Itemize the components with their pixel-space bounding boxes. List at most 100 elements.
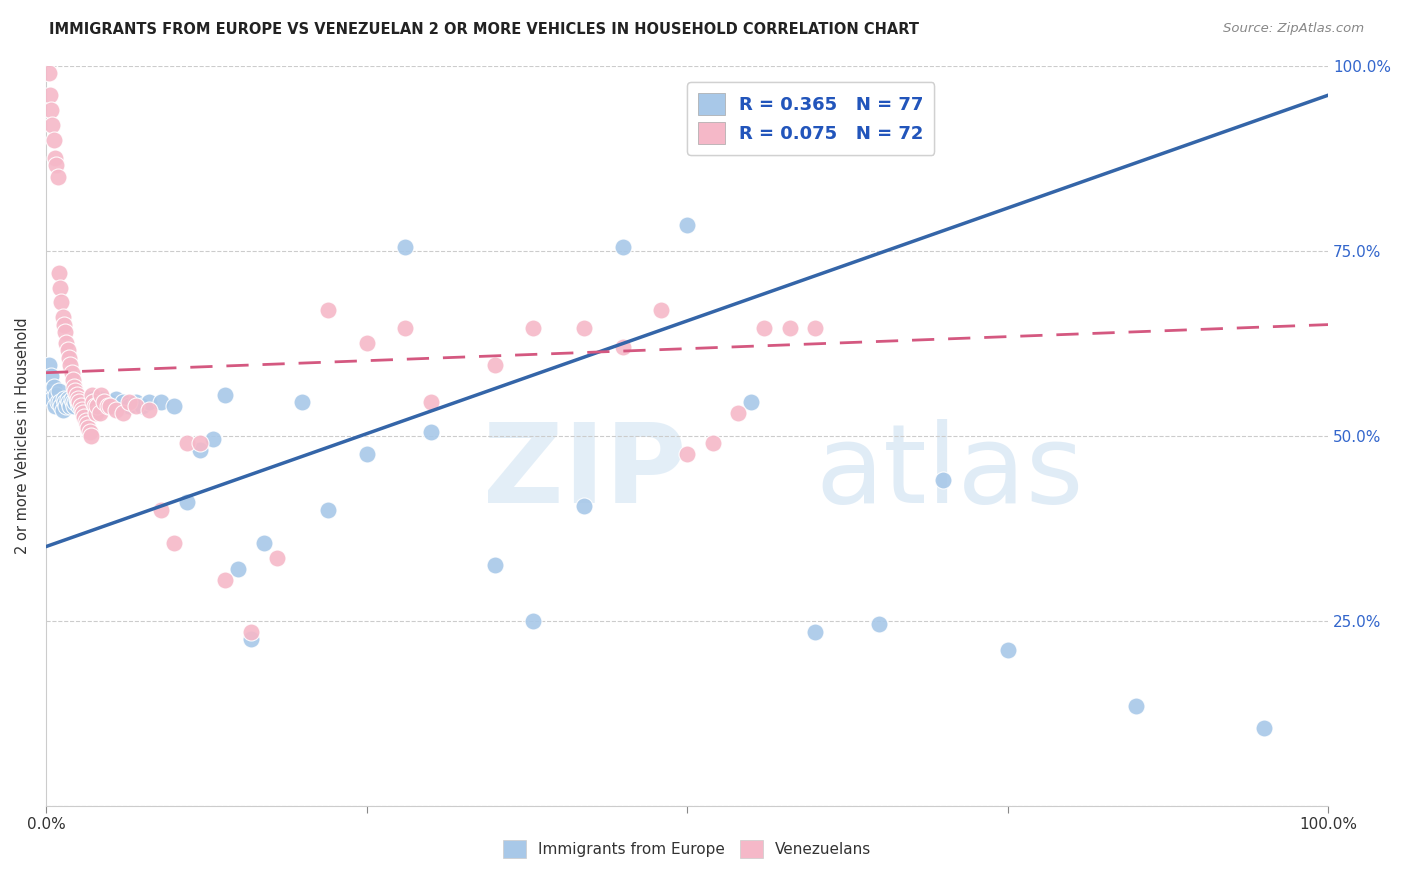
Point	[574, 499, 596, 513]
Text: IMMIGRANTS FROM EUROPE VS VENEZUELAN 2 OR MORE VEHICLES IN HOUSEHOLD CORRELATION: IMMIGRANTS FROM EUROPE VS VENEZUELAN 2 O…	[49, 22, 920, 37]
Point	[997, 643, 1019, 657]
Point	[727, 406, 749, 420]
Point	[804, 321, 827, 335]
Legend: R = 0.365   N = 77, R = 0.075   N = 72: R = 0.365 N = 77, R = 0.075 N = 72	[688, 82, 935, 155]
Point	[105, 392, 128, 406]
Point	[38, 359, 60, 373]
Point	[62, 373, 84, 387]
Point	[522, 321, 544, 335]
Point	[93, 395, 115, 409]
Point	[73, 395, 96, 409]
Point	[676, 447, 699, 461]
Point	[82, 388, 104, 402]
Point	[83, 399, 105, 413]
Point	[82, 395, 104, 409]
Point	[42, 133, 65, 147]
Point	[188, 436, 211, 450]
Point	[98, 399, 121, 413]
Point	[53, 325, 76, 339]
Point	[67, 399, 90, 413]
Point	[676, 218, 699, 232]
Point	[84, 406, 107, 420]
Point	[86, 399, 108, 413]
Point	[67, 395, 90, 409]
Point	[45, 159, 67, 173]
Point	[66, 388, 89, 402]
Point	[62, 395, 84, 409]
Point	[52, 318, 75, 332]
Point	[72, 406, 94, 420]
Point	[73, 410, 96, 425]
Point	[55, 336, 77, 351]
Point	[188, 443, 211, 458]
Point	[176, 436, 198, 450]
Point	[240, 632, 263, 646]
Point	[804, 624, 827, 639]
Point	[53, 395, 76, 409]
Point	[38, 384, 60, 399]
Point	[55, 399, 77, 413]
Y-axis label: 2 or more Vehicles in Household: 2 or more Vehicles in Household	[15, 318, 30, 554]
Point	[48, 266, 70, 280]
Point	[66, 392, 89, 406]
Point	[118, 395, 141, 409]
Point	[150, 502, 173, 516]
Point	[38, 66, 60, 80]
Point	[66, 395, 89, 409]
Point	[89, 399, 111, 413]
Point	[82, 392, 104, 406]
Point	[93, 395, 115, 409]
Point	[201, 432, 224, 446]
Point	[90, 392, 112, 406]
Point	[52, 402, 75, 417]
Point	[59, 399, 82, 413]
Point	[740, 395, 762, 409]
Point	[96, 399, 118, 413]
Point	[38, 88, 60, 103]
Point	[316, 502, 339, 516]
Point	[226, 562, 249, 576]
Point	[111, 395, 134, 409]
Point	[63, 380, 86, 394]
Point	[44, 151, 66, 165]
Point	[75, 399, 97, 413]
Point	[138, 395, 160, 409]
Point	[65, 384, 87, 399]
Point	[66, 392, 89, 406]
Point	[522, 614, 544, 628]
Point	[65, 395, 87, 409]
Point	[75, 414, 97, 428]
Point	[59, 359, 82, 373]
Point	[752, 321, 775, 335]
Point	[76, 392, 98, 406]
Point	[214, 388, 236, 402]
Point	[49, 280, 72, 294]
Point	[72, 395, 94, 409]
Point	[89, 406, 111, 420]
Point	[79, 399, 101, 413]
Point	[612, 340, 634, 354]
Point	[932, 473, 955, 487]
Point	[46, 169, 69, 184]
Point	[77, 421, 100, 435]
Point	[52, 310, 75, 325]
Point	[90, 388, 112, 402]
Point	[52, 392, 75, 406]
Point	[214, 573, 236, 587]
Point	[176, 495, 198, 509]
Point	[291, 395, 314, 409]
Point	[60, 366, 83, 380]
Text: ZIP: ZIP	[482, 419, 686, 526]
Point	[70, 402, 93, 417]
Point	[419, 425, 441, 439]
Point	[118, 399, 141, 413]
Point	[702, 436, 724, 450]
Point	[83, 399, 105, 413]
Point	[60, 392, 83, 406]
Point	[650, 302, 672, 317]
Point	[39, 369, 62, 384]
Point	[356, 447, 378, 461]
Point	[49, 395, 72, 409]
Point	[484, 558, 506, 573]
Point	[574, 321, 596, 335]
